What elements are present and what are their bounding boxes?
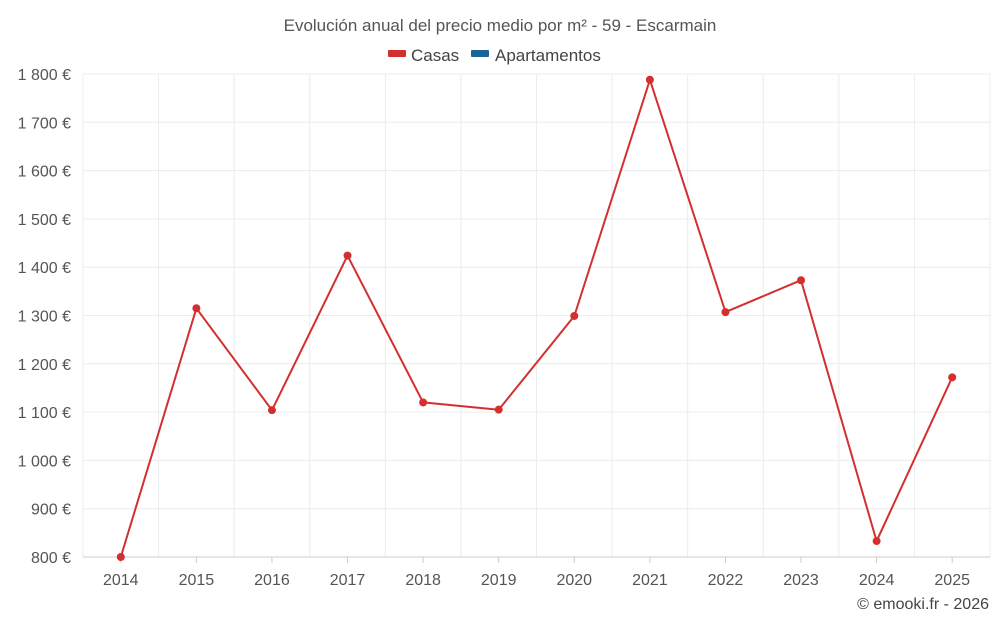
data-point-casas[interactable] [570,311,579,320]
y-tick-label: 1 500 € [18,212,71,229]
y-tick-label: 1 200 € [18,357,71,374]
data-point-casas[interactable] [494,405,503,414]
data-point-casas[interactable] [419,398,428,407]
data-point-casas[interactable] [192,304,201,313]
data-point-casas[interactable] [116,553,125,561]
y-axis: 800 € 900 € 1 000 € 1 100 € 1 200 € 1 300 € 1 … [18,67,71,567]
data-point-casas[interactable] [343,251,352,260]
x-tick-label: 2018 [405,572,441,589]
x-tick-label: 2020 [556,572,592,589]
y-tick-label: 1 100 € [18,405,71,422]
y-tick-label: 1 800 € [18,67,71,84]
y-tick-label: 1 700 € [18,115,71,132]
x-tick-label: 2024 [859,572,895,589]
y-tick-label: 1 600 € [18,164,71,181]
x-tick-label: 2023 [783,572,819,589]
data-point-casas[interactable] [872,537,881,546]
legend-item-apartamentos[interactable]: Apartamentos [471,46,601,65]
y-tick-label: 1 000 € [18,453,71,470]
x-tick-label: 2025 [934,572,970,589]
x-tick-label: 2015 [179,572,215,589]
credit-text: © emooki.fr - 2026 [857,596,989,613]
x-tick-label: 2014 [103,572,139,589]
legend-item-casas[interactable]: Casas [388,46,459,65]
series-layer [116,75,957,561]
legend-swatch-casas [388,50,406,57]
grid [82,73,991,558]
data-point-casas[interactable] [948,373,957,382]
y-tick-label: 900 € [31,502,71,519]
data-point-casas[interactable] [797,276,806,285]
legend-label-apartamentos: Apartamentos [495,46,601,65]
y-tick-label: 800 € [31,550,71,567]
x-tick-label: 2022 [708,572,744,589]
x-tick-label: 2019 [481,572,517,589]
data-point-casas[interactable] [721,308,730,317]
x-tick-label: 2021 [632,572,668,589]
y-tick-label: 1 400 € [18,260,71,277]
legend: Casas Apartamentos [388,46,601,65]
data-point-casas[interactable] [267,406,276,415]
x-tick-label: 2016 [254,572,290,589]
series-line-casas [119,78,954,558]
legend-label-casas: Casas [411,46,459,65]
legend-swatch-apartamentos [471,50,489,57]
x-tick-label: 2017 [330,572,366,589]
chart-title: Evolución anual del precio medio por m² … [284,16,717,35]
data-point-casas[interactable] [645,75,654,84]
x-axis: 2014 2015 2016 2017 2018 2019 2020 2021 2022 2023… [83,556,990,589]
y-tick-label: 1 300 € [18,309,71,326]
